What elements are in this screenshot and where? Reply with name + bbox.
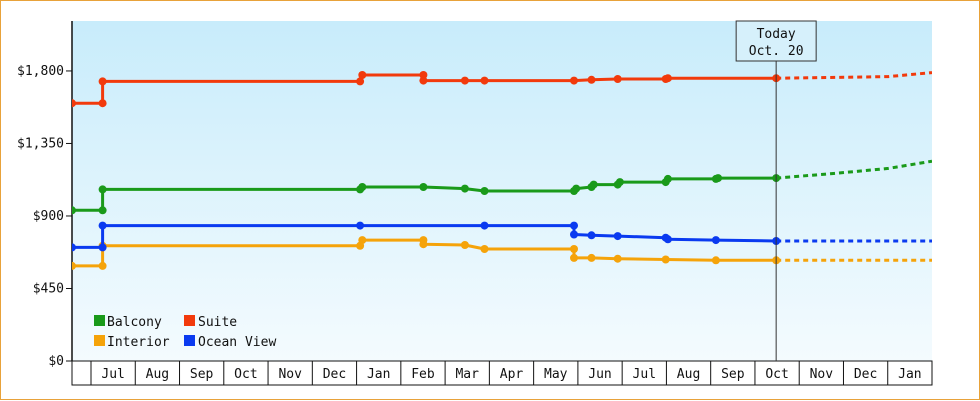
data-point	[587, 75, 596, 84]
data-point	[714, 174, 723, 183]
data-point	[613, 75, 622, 83]
x-tick-label: Jan	[898, 367, 921, 382]
y-tick-label: $900	[33, 209, 64, 224]
x-tick-label: Nov	[810, 367, 834, 382]
data-point	[460, 241, 469, 249]
y-tick-label: $1,350	[17, 136, 64, 151]
data-point	[98, 261, 107, 270]
data-point	[589, 180, 598, 189]
series-suite	[72, 71, 932, 108]
x-tick-label: Feb	[411, 367, 435, 382]
data-point	[98, 243, 107, 252]
data-point	[356, 77, 365, 86]
legend-swatch-ocean-view	[184, 335, 195, 346]
data-point	[587, 253, 596, 262]
data-point	[572, 184, 581, 193]
data-point	[480, 76, 489, 85]
data-point	[613, 232, 622, 241]
x-tick-label: Jul	[633, 367, 656, 382]
data-point	[98, 185, 107, 194]
data-point	[98, 206, 107, 215]
data-point	[570, 253, 578, 262]
legend-label-balcony: Balcony	[107, 315, 162, 330]
forecast-line-suite	[776, 71, 932, 80]
data-point	[98, 77, 107, 86]
data-point	[358, 183, 367, 191]
y-tick-label: $0	[48, 354, 64, 369]
data-point	[613, 254, 622, 263]
x-tick-label: Dec	[854, 367, 877, 382]
data-point	[587, 231, 596, 240]
x-tick-label: Sep	[190, 367, 214, 382]
series-line-interior	[72, 238, 777, 268]
y-tick-label: $450	[33, 281, 64, 296]
data-point	[419, 183, 428, 191]
data-point	[615, 178, 624, 187]
data-point	[72, 261, 76, 270]
series-balcony	[72, 159, 932, 215]
data-point	[72, 243, 76, 252]
data-point	[570, 230, 578, 239]
data-point	[98, 221, 107, 230]
today-label-line1: Today	[757, 27, 796, 42]
x-tick-label: Dec	[323, 367, 346, 382]
data-point	[460, 76, 469, 85]
data-point	[480, 245, 489, 253]
data-point	[358, 236, 367, 245]
legend: Balcony Suite Interior Ocean View	[94, 315, 276, 350]
data-point	[72, 206, 76, 215]
y-tick-labels: $0 $450 $900 $1,350 $1,800	[17, 64, 72, 369]
data-point	[460, 184, 469, 193]
data-point	[570, 221, 578, 230]
x-tick-label: Aug	[677, 367, 700, 382]
data-point	[711, 256, 720, 265]
x-tick-label: Jul	[101, 367, 124, 382]
x-axis-month-row: Jul Aug Sep Oct Nov Dec Jan Feb Mar Apr May Jun Jul A…	[71, 360, 933, 386]
data-point	[663, 174, 672, 183]
today-label-line2: Oct. 20	[749, 44, 804, 59]
legend-label-ocean-view: Ocean View	[198, 335, 276, 350]
today-label-box	[735, 20, 817, 62]
data-point	[72, 99, 76, 108]
legend-swatch-interior	[94, 335, 105, 346]
x-tick-label: Jun	[588, 367, 611, 382]
x-tick-label: Oct	[765, 367, 788, 382]
x-tick-label: Mar	[455, 367, 479, 382]
data-point	[570, 76, 578, 85]
month-row-outline	[71, 360, 933, 386]
x-tick-label: Jan	[367, 367, 390, 382]
data-point	[98, 99, 107, 108]
x-tick-label: May	[544, 367, 568, 382]
legend-swatch-suite	[184, 315, 195, 326]
x-tick-label: Oct	[234, 367, 257, 382]
data-point	[570, 245, 578, 253]
data-point	[358, 71, 367, 79]
data-point	[480, 187, 489, 195]
data-point	[480, 221, 489, 230]
x-tick-label: Nov	[278, 367, 302, 382]
data-point	[663, 235, 672, 244]
data-point	[356, 221, 365, 230]
data-point	[711, 236, 720, 245]
data-point	[663, 74, 672, 83]
data-point	[419, 76, 428, 85]
series-ocean-view	[72, 221, 932, 252]
data-point	[419, 71, 428, 79]
x-tick-label: Aug	[146, 367, 169, 382]
legend-label-interior: Interior	[107, 335, 170, 350]
data-point	[419, 240, 428, 249]
legend-label-suite: Suite	[198, 315, 237, 330]
y-tick-label: $1,800	[17, 64, 64, 79]
legend-swatch-balcony	[94, 315, 105, 326]
forecast-line-balcony	[776, 159, 932, 180]
x-tick-label: Sep	[721, 367, 745, 382]
data-point	[661, 255, 670, 264]
x-tick-label: Apr	[500, 367, 524, 382]
today-marker: Today Oct. 20	[735, 20, 817, 361]
